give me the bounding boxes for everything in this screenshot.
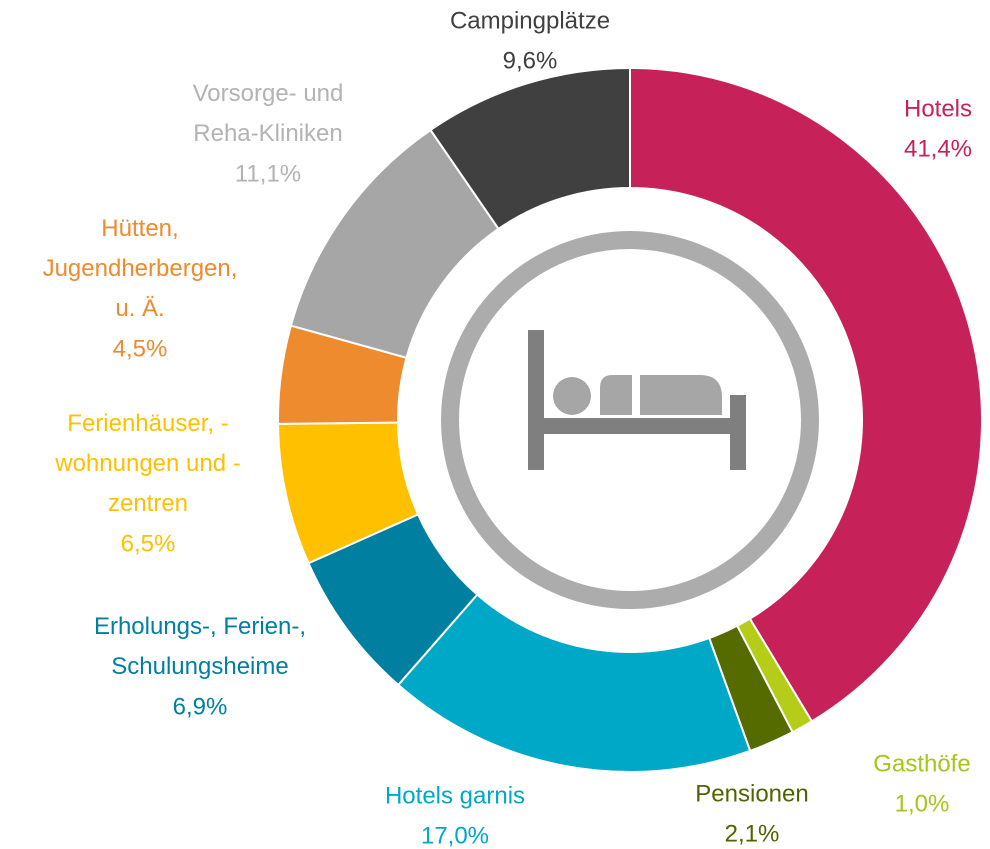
bed-pillow xyxy=(600,375,632,415)
center-icon xyxy=(441,231,819,609)
donut-segment xyxy=(429,66,631,231)
segment-label: Gasthöfe xyxy=(873,750,970,777)
bed-head xyxy=(553,377,591,415)
segment-label: Ferienhäuser, -wohnungen und -zentren xyxy=(54,410,240,517)
segment-label: Erholungs-, Ferien-, Schulungsheime xyxy=(94,613,306,680)
segment-label: Vorsorge- und Reha-Kliniken xyxy=(193,80,344,147)
segment-label: Hütten, Jugendherbergen, u. Ä. xyxy=(43,215,238,322)
bed-post xyxy=(730,395,746,470)
bed-rail xyxy=(528,418,746,434)
icon-ring xyxy=(441,231,819,609)
value-label: 41,4% xyxy=(904,135,972,162)
value-label: 11,1% xyxy=(235,160,301,187)
bed-post xyxy=(528,330,544,470)
donut-segment xyxy=(629,66,983,723)
value-label: 6,5% xyxy=(121,530,176,557)
segment-label: Pensionen xyxy=(695,780,808,807)
donut-segment xyxy=(396,593,752,773)
segment-label: Campingplätze xyxy=(450,7,610,34)
value-label: 2,1% xyxy=(725,820,780,847)
value-label: 4,5% xyxy=(113,335,168,362)
value-label: 17,0% xyxy=(421,822,489,849)
segment-label: Hotels garnis xyxy=(385,782,525,809)
value-label: 1,0% xyxy=(895,790,950,817)
value-label: 6,9% xyxy=(173,693,228,720)
bed-blanket xyxy=(640,375,722,415)
value-label: 9,6% xyxy=(503,47,558,74)
segment-label: Hotels xyxy=(904,95,972,122)
